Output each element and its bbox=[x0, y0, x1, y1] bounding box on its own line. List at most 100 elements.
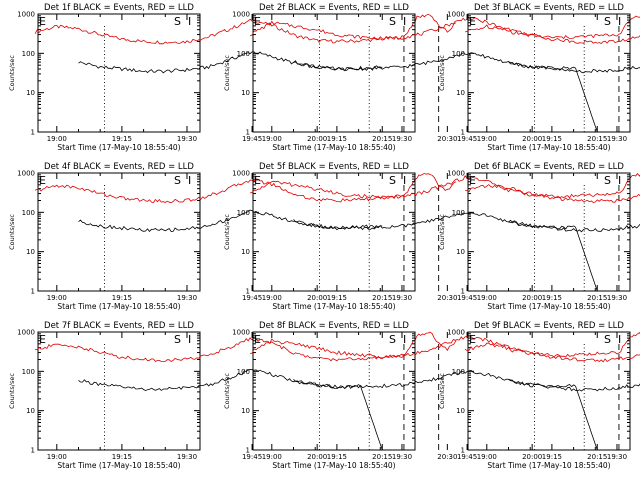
plot-frame bbox=[37, 172, 201, 292]
y-axis-label: Counts/sec bbox=[438, 373, 446, 409]
y-axis-label: Counts/sec bbox=[8, 214, 16, 250]
x-tick-label: 20:30 bbox=[437, 453, 457, 461]
panel-title: Det 5f BLACK = Events, RED = LLD bbox=[259, 162, 409, 172]
panel-title: Det 3f BLACK = Events, RED = LLD bbox=[474, 3, 624, 13]
y-tick-label: 100 bbox=[22, 209, 35, 217]
x-tick-label: 19:30 bbox=[607, 135, 627, 143]
x-tick-label: 20:15 bbox=[587, 294, 607, 302]
y-tick-label: 10 bbox=[456, 407, 465, 415]
y-tick-label: 10 bbox=[26, 248, 35, 256]
x-tick-label: 19:30 bbox=[177, 453, 197, 461]
x-tick-label: 19:45 bbox=[457, 453, 477, 461]
series-line-events bbox=[293, 369, 598, 451]
event-marker-label: S bbox=[389, 333, 396, 346]
series-line-lld bbox=[465, 24, 640, 44]
series-line-lld bbox=[464, 342, 640, 363]
x-axis-label: Start Time (17-May-10 18:55:40) bbox=[272, 143, 395, 152]
detector-panel: Det 2f BLACK = Events, RED = LLD 1 10 100 10… bbox=[223, 3, 640, 152]
x-axis-label: Start Time (17-May-10 18:55:40) bbox=[272, 461, 395, 470]
event-marker-label: E bbox=[469, 15, 476, 28]
x-tick-label: 20:00 bbox=[307, 294, 327, 302]
y-tick-label: 1 bbox=[31, 447, 35, 455]
y-tick-label: 10 bbox=[241, 248, 250, 256]
panel-title: Det 9f BLACK = Events, RED = LLD bbox=[474, 321, 624, 331]
series-line-lld bbox=[34, 173, 457, 204]
y-tick-label: 100 bbox=[22, 368, 35, 376]
detector-panel: Det 1f BLACK = Events, RED = LLD 1 10 100 10… bbox=[8, 3, 457, 152]
series-line-events bbox=[508, 378, 640, 392]
x-tick-label: 19:00 bbox=[47, 453, 67, 461]
x-tick-label: 19:30 bbox=[177, 294, 197, 302]
y-tick-label: 1000 bbox=[447, 329, 465, 337]
y-tick-label: 1000 bbox=[447, 11, 465, 19]
y-tick-label: 1 bbox=[246, 288, 250, 296]
x-tick-label: 19:15 bbox=[542, 135, 562, 143]
plot-frame bbox=[467, 13, 631, 133]
x-tick-label: 19:15 bbox=[327, 135, 347, 143]
x-tick-label: 19:00 bbox=[262, 294, 282, 302]
x-tick-label: 20:15 bbox=[587, 135, 607, 143]
plot-frame bbox=[467, 331, 631, 451]
x-axis-label: Start Time (17-May-10 18:55:40) bbox=[57, 302, 180, 311]
series-line-events bbox=[293, 212, 598, 292]
x-axis-label: Start Time (17-May-10 18:55:40) bbox=[487, 461, 610, 470]
x-tick-label: 19:45 bbox=[242, 135, 262, 143]
series-line-lld bbox=[249, 15, 640, 41]
x-tick-label: 19:00 bbox=[47, 135, 67, 143]
x-tick-label: 19:15 bbox=[112, 135, 132, 143]
x-axis-label: Start Time (17-May-10 18:55:40) bbox=[487, 302, 610, 311]
event-marker-label: S bbox=[604, 333, 611, 346]
series-line-events bbox=[78, 209, 383, 233]
y-tick-label: 100 bbox=[237, 368, 250, 376]
y-tick-label: 10 bbox=[241, 407, 250, 415]
detector-panel: Det 3f BLACK = Events, RED = LLD 1 10 100 10… bbox=[438, 3, 640, 152]
detector-panel: Det 9f BLACK = Events, RED = LLD 1 10 100 10… bbox=[438, 321, 640, 470]
x-tick-label: 19:30 bbox=[392, 294, 412, 302]
y-tick-label: 10 bbox=[241, 89, 250, 97]
event-marker-label: I bbox=[403, 174, 406, 187]
y-axis-label: Counts/sec bbox=[223, 214, 231, 250]
y-tick-label: 1000 bbox=[17, 170, 35, 178]
y-axis-label: Counts/sec bbox=[438, 55, 446, 91]
plot-frame bbox=[252, 172, 416, 292]
plot-frame bbox=[37, 331, 201, 451]
x-tick-label: 19:00 bbox=[262, 453, 282, 461]
panel-title: Det 1f BLACK = Events, RED = LLD bbox=[44, 3, 194, 13]
x-tick-label: 19:45 bbox=[457, 294, 477, 302]
x-tick-label: 19:15 bbox=[542, 294, 562, 302]
x-tick-label: 20:00 bbox=[522, 453, 542, 461]
x-axis-label: Start Time (17-May-10 18:55:40) bbox=[57, 143, 180, 152]
x-tick-label: 20:15 bbox=[372, 135, 392, 143]
detector-panel: Det 7f BLACK = Events, RED = LLD 1 10 100 10… bbox=[8, 321, 457, 470]
event-marker-label: I bbox=[188, 15, 191, 28]
series-line-events bbox=[508, 219, 640, 233]
event-marker-label: I bbox=[618, 333, 621, 346]
x-tick-label: 20:00 bbox=[522, 294, 542, 302]
x-tick-label: 19:00 bbox=[477, 294, 497, 302]
y-tick-label: 1 bbox=[31, 288, 35, 296]
x-tick-label: 19:15 bbox=[542, 453, 562, 461]
x-tick-label: 20:00 bbox=[522, 135, 542, 143]
event-marker-label: I bbox=[403, 15, 406, 28]
x-tick-label: 19:15 bbox=[327, 453, 347, 461]
event-marker-label: E bbox=[254, 15, 261, 28]
y-axis-label: Counts/sec bbox=[438, 214, 446, 250]
x-tick-label: 20:00 bbox=[307, 135, 327, 143]
y-tick-label: 1 bbox=[246, 129, 250, 137]
x-tick-label: 19:30 bbox=[392, 135, 412, 143]
event-marker-label: I bbox=[618, 174, 621, 187]
x-axis-label: Start Time (17-May-10 18:55:40) bbox=[487, 143, 610, 152]
y-tick-label: 1000 bbox=[447, 170, 465, 178]
y-tick-label: 1 bbox=[246, 447, 250, 455]
x-tick-label: 19:30 bbox=[607, 294, 627, 302]
event-marker-label: S bbox=[174, 15, 181, 28]
x-tick-label: 19:45 bbox=[457, 135, 477, 143]
x-tick-label: 19:15 bbox=[112, 453, 132, 461]
y-tick-label: 10 bbox=[26, 89, 35, 97]
y-axis-label: Counts/sec bbox=[223, 373, 231, 409]
y-tick-label: 1000 bbox=[232, 11, 250, 19]
event-marker-label: E bbox=[254, 174, 261, 187]
panel-title: Det 8f BLACK = Events, RED = LLD bbox=[259, 321, 409, 331]
x-tick-label: 19:15 bbox=[327, 294, 347, 302]
series-line-events bbox=[508, 61, 640, 74]
